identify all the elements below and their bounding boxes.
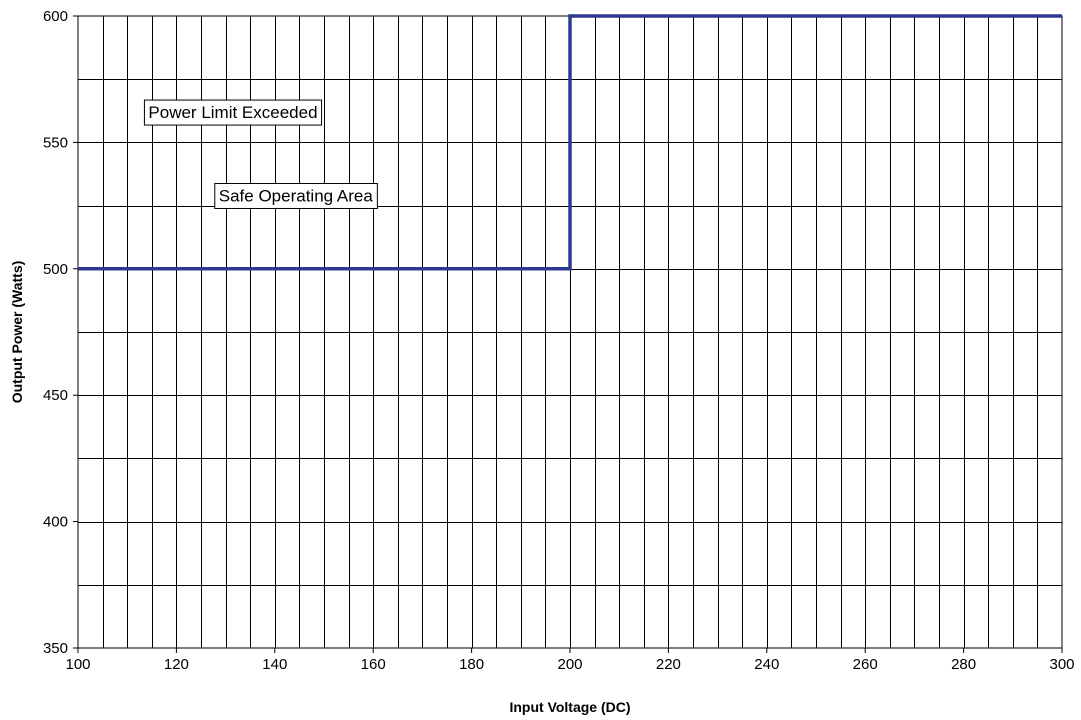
annotation-box	[214, 182, 378, 209]
y-tick-label: 600	[43, 8, 68, 25]
x-axis-title: Input Voltage (DC)	[509, 699, 630, 715]
x-tick-label: 260	[853, 656, 878, 673]
annotation-label: Power Limit Exceeded	[143, 99, 323, 126]
series-layer	[78, 14, 1062, 271]
x-tick-label: 120	[164, 656, 189, 673]
annotation-text: Safe Operating Area	[219, 186, 374, 205]
x-tick-labels: 100 120 140 160 180 200 220 240 260 280 300	[65, 648, 1075, 673]
x-tick-label: 100	[65, 656, 90, 673]
x-tick-label: 240	[754, 656, 779, 673]
x-tick-label: 280	[951, 656, 976, 673]
y-tick-label: 350	[43, 640, 68, 657]
x-tick-label: 180	[459, 656, 484, 673]
annotation-label: Safe Operating Area	[214, 182, 378, 209]
annotations: Power Limit Exceeded Safe Operating Area	[143, 99, 378, 209]
y-tick-label: 500	[43, 261, 68, 278]
annotation-text: Power Limit Exceeded	[148, 103, 317, 122]
x-tick-label: 140	[262, 656, 287, 673]
y-axis-title: Output Power (Watts)	[9, 261, 25, 404]
x-tick-label: 220	[656, 656, 681, 673]
y-tick-label: 550	[43, 134, 68, 151]
y-tick-label: 450	[43, 387, 68, 404]
x-tick-label: 300	[1049, 656, 1074, 673]
y-tick-labels: 350 400 450 500 550 600	[43, 8, 78, 657]
x-tick-label: 160	[361, 656, 386, 673]
x-tick-label: 200	[557, 656, 582, 673]
annotation-box	[143, 99, 323, 126]
series-line	[78, 14, 1062, 271]
y-tick-label: 400	[43, 514, 68, 531]
